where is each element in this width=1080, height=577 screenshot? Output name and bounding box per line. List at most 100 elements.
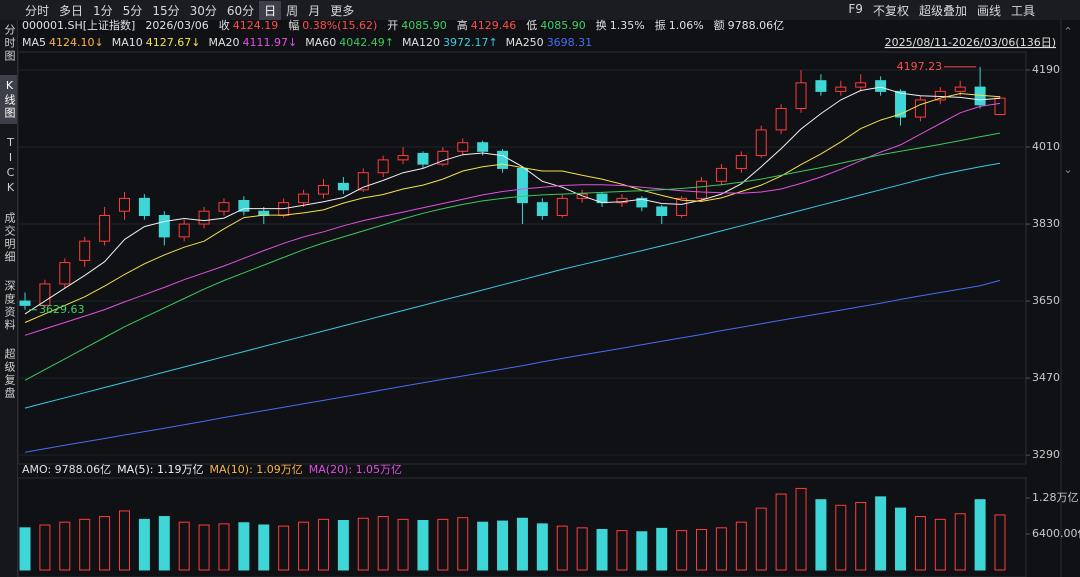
candle-body [755, 129, 767, 157]
legend-value: 3972.17↑ [443, 36, 498, 49]
candle-body [118, 197, 130, 212]
candle-body [775, 107, 787, 131]
candle-body [556, 197, 568, 216]
candle-body [795, 82, 807, 109]
candle-body [855, 82, 867, 88]
volume-bar [258, 524, 270, 571]
volume-bar [19, 527, 31, 571]
legend-name: MA250 [506, 36, 544, 49]
period-tab[interactable]: 更多 [330, 3, 355, 18]
candle-body [994, 97, 1006, 116]
legend-name: MA120 [402, 36, 440, 49]
volume-title: AMO: 9788.06亿 [22, 463, 111, 476]
quote-label: 收 [219, 18, 230, 32]
candle-body [477, 142, 489, 152]
tool-button[interactable]: 画线 [976, 3, 1001, 18]
volume-bar [198, 524, 210, 571]
side-tab[interactable]: 成交明细 [3, 212, 16, 264]
volume-bar [497, 520, 509, 571]
candle-body [357, 172, 369, 191]
volume-bar [676, 530, 688, 571]
candle-body [536, 202, 548, 216]
legend-value: 4111.97↓ [242, 36, 297, 49]
volume-bar [795, 487, 807, 571]
tool-button[interactable]: 超级叠加 [918, 3, 967, 18]
tool-button[interactable]: F9 [848, 1, 863, 16]
tool-button[interactable]: 工具 [1010, 3, 1035, 18]
y-tick-label: 3830 [1032, 217, 1060, 230]
period-tab[interactable]: 多日 [59, 3, 84, 18]
volume-bar [138, 518, 150, 571]
candle-body [616, 197, 628, 204]
volume-bar [616, 530, 628, 571]
min-annotation: 3629.63 [39, 303, 85, 316]
volume-bar [735, 521, 747, 571]
price-panel [17, 51, 1027, 465]
volume-bar [516, 517, 528, 571]
period-tab[interactable]: 1分 [93, 3, 113, 18]
ma-line [24, 86, 1001, 315]
period-tab[interactable]: 周 [286, 3, 299, 18]
volume-bar [815, 499, 827, 571]
quote-value: 1.06% [669, 19, 704, 32]
period-tab[interactable]: 分时 [25, 3, 50, 18]
stock-code: 000001.SH[上证指数] [22, 18, 135, 32]
quote-date: 2026/03/06 [145, 19, 208, 32]
period-tab[interactable]: 5分 [122, 3, 143, 18]
side-tab[interactable]: 分时图 [3, 24, 16, 63]
volume-bar [715, 527, 727, 571]
candle-body [397, 155, 409, 161]
legend-name: MA60 [305, 36, 336, 49]
period-tab[interactable]: 60分 [226, 3, 255, 18]
y-tick-label: 1.28万亿 [1032, 491, 1079, 504]
candle-body [895, 90, 907, 118]
candle-body [138, 197, 150, 216]
period-tab[interactable]: 30分 [189, 3, 217, 18]
volume-bar [954, 513, 966, 571]
volume-legend: AMO: 9788.06亿 MA(5): 1.19万亿 MA(10): 1.09万亿… [22, 463, 402, 476]
volume-bar [39, 524, 51, 571]
legend-value: 3698.31 [547, 36, 593, 49]
candle-body [815, 80, 827, 92]
volume-bar [118, 510, 130, 571]
candle-body [696, 180, 708, 199]
y-tick-label: 3650 [1032, 294, 1060, 307]
legend-name: MA20 [208, 36, 239, 49]
candle-body [676, 197, 688, 216]
y-tick-label: 3290 [1032, 448, 1060, 461]
side-tab[interactable]: 超级复盘 [3, 348, 16, 400]
candle-body [298, 193, 310, 204]
period-tab[interactable]: 15分 [152, 3, 180, 18]
volume-bar [656, 527, 668, 571]
tool-button[interactable]: 不复权 [872, 3, 909, 18]
period-tab[interactable]: 日 [259, 0, 282, 20]
quote-value: 9788.06亿 [728, 19, 785, 32]
candle-body [656, 206, 668, 216]
volume-bar [357, 517, 369, 571]
candle-body [636, 197, 648, 208]
side-tab[interactable]: 深度资料 [3, 280, 16, 332]
candle-body [914, 99, 926, 118]
side-tab[interactable]: K线图 [0, 75, 17, 124]
candle-body [218, 202, 230, 212]
volume-bar [895, 507, 907, 571]
quote-label: 振 [655, 18, 666, 32]
volume-bar [59, 521, 71, 571]
period-tab[interactable]: 月 [308, 3, 321, 18]
candle-body [437, 150, 449, 165]
candle-body [377, 159, 389, 174]
side-tab[interactable]: TICK [4, 136, 17, 196]
legend-value: 4042.49↑ [339, 36, 394, 49]
volume-bar [477, 521, 489, 571]
quote-label: 开 [387, 19, 398, 32]
candle-body [417, 152, 429, 165]
scroll-up-icon: ⌃ [1063, 25, 1072, 38]
candle-body [19, 300, 31, 306]
volume-bar [875, 496, 887, 571]
volume-panel [17, 477, 1027, 577]
volume-bar [437, 518, 449, 571]
volume-bar [974, 499, 986, 571]
volume-bar [317, 518, 329, 571]
volume-bar [79, 518, 91, 571]
